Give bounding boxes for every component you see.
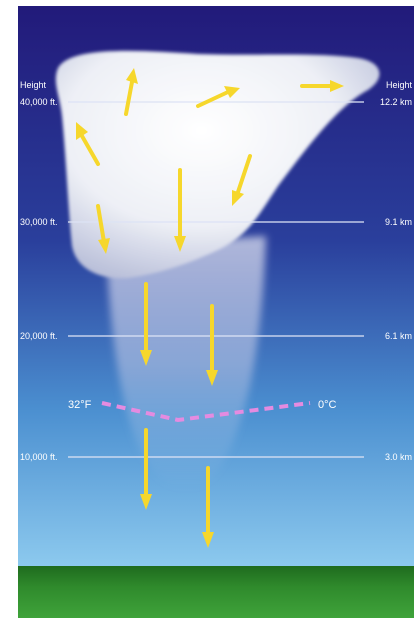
left-label-30000: 30,000 ft. xyxy=(20,217,58,227)
thunderstorm-diagram: Height 40,000 ft. 30,000 ft. 20,000 ft. … xyxy=(18,6,414,618)
ground xyxy=(18,566,414,618)
right-arrow-icon xyxy=(196,86,240,108)
down-arrow-icon xyxy=(96,204,110,254)
height-gridlines xyxy=(68,101,364,458)
right-axis-title: Height xyxy=(386,80,413,90)
down-arrow-icon xyxy=(140,282,152,366)
freezing-label-fahrenheit: 32°F xyxy=(68,399,92,411)
right-arrow-icon xyxy=(300,80,344,92)
down-arrow-icon xyxy=(202,466,214,548)
freezing-level-line xyxy=(101,401,311,423)
down-arrow-icon xyxy=(140,428,152,510)
down-arrow-icon xyxy=(174,168,186,252)
airflow-arrows xyxy=(76,68,344,548)
right-label-6km: 6.1 km xyxy=(385,331,412,341)
diagram-canvas: Height 40,000 ft. 30,000 ft. 20,000 ft. … xyxy=(18,6,414,618)
down-arrow-icon xyxy=(232,154,252,206)
left-axis-title: Height xyxy=(20,80,47,90)
down-arrow-icon xyxy=(206,304,218,386)
right-label-9km: 9.1 km xyxy=(385,217,412,227)
left-label-40000: 40,000 ft. xyxy=(20,97,58,107)
freezing-label-celsius: 0°C xyxy=(318,399,337,411)
left-label-20000: 20,000 ft. xyxy=(20,331,58,341)
left-label-10000: 10,000 ft. xyxy=(20,452,58,462)
right-label-12km: 12.2 km xyxy=(380,97,412,107)
right-label-3km: 3.0 km xyxy=(385,452,412,462)
up-arrow-icon xyxy=(76,122,100,166)
up-arrow-icon xyxy=(124,68,138,116)
